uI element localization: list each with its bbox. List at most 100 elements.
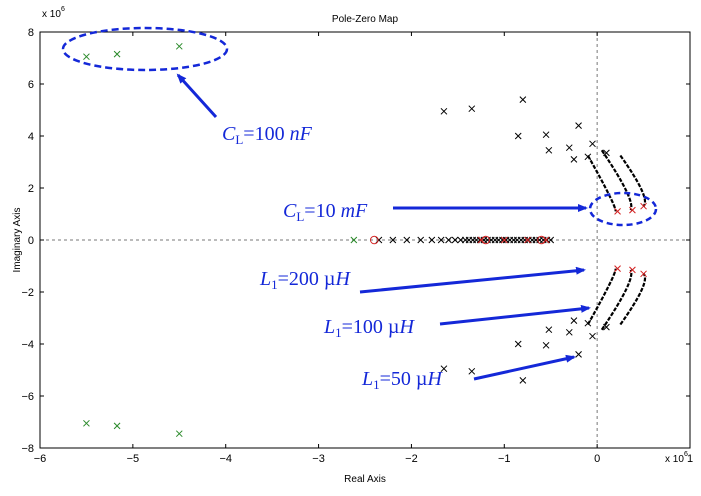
annotation-label-cl100n: CL=100 nF — [222, 123, 313, 147]
pole-marker — [640, 270, 647, 278]
pole-stroke — [403, 236, 411, 244]
pole-marker — [542, 341, 550, 349]
x-tick-label: 1 — [687, 453, 693, 465]
x-tick-label: −2 — [405, 453, 418, 465]
pole-marker — [575, 351, 582, 358]
pole-marker — [175, 42, 183, 50]
pole-marker — [589, 332, 596, 340]
annotation-unit: nF — [290, 123, 313, 145]
x-tick-label: −6 — [34, 453, 47, 465]
y-tick-label: 0 — [28, 235, 34, 247]
annotation-value: =10 — [304, 200, 340, 222]
pole-stroke — [113, 422, 121, 430]
pole-stroke — [565, 328, 573, 336]
pole-stroke — [629, 266, 636, 274]
annotation-unit: mF — [341, 200, 368, 222]
pole-stroke — [542, 131, 550, 139]
pole-locus-arc — [619, 154, 647, 207]
pole-marker — [629, 266, 636, 274]
pole-marker — [440, 107, 448, 115]
annotation-value: =100 — [243, 123, 289, 145]
pole-marker — [614, 265, 621, 272]
y-tick-label: 8 — [28, 27, 34, 39]
pole-marker — [640, 202, 647, 210]
pole-stroke — [584, 319, 592, 327]
pole-marker — [584, 319, 592, 327]
pole-stroke — [640, 202, 647, 210]
pole-stroke — [545, 326, 553, 334]
annotation-unit: H — [334, 268, 351, 290]
pole-marker — [542, 131, 550, 139]
pole-stroke — [575, 351, 582, 358]
pole-marker — [468, 367, 476, 375]
annotation-unit: H — [398, 316, 415, 338]
pole-marker — [603, 149, 610, 157]
pole-stroke — [477, 236, 485, 244]
pole-marker — [350, 236, 358, 244]
y-axis-multiplier-exponent: 6 — [61, 6, 65, 13]
pole-marker — [575, 122, 582, 129]
pole-stroke — [603, 323, 610, 331]
pole-stroke — [468, 105, 476, 113]
pole-stroke — [524, 236, 531, 244]
pole-stroke — [565, 144, 573, 152]
pole-marker — [570, 156, 578, 163]
annotation-label-l100: L1=100 µH — [323, 316, 415, 340]
annotation-value: =100 µ — [342, 316, 400, 338]
pole-marker — [403, 236, 411, 244]
pole-stroke — [417, 236, 425, 244]
pole-stroke — [519, 377, 527, 384]
pole-stroke — [440, 107, 448, 115]
pole-stroke — [514, 132, 522, 140]
arrow-l200 — [359, 266, 586, 294]
pole-marker — [629, 206, 636, 214]
pole-stroke — [603, 149, 610, 157]
pole-marker — [83, 419, 90, 427]
pole-marker — [440, 365, 448, 373]
pole-marker — [542, 236, 550, 244]
pole-stroke — [545, 146, 553, 154]
pole-marker — [389, 236, 397, 244]
y-tick-label: 6 — [28, 79, 34, 91]
pole-marker — [113, 50, 121, 58]
annotation-label-cl10m: CL=10 mF — [283, 200, 368, 224]
x-tick-label: −1 — [498, 453, 511, 465]
pole-marker — [428, 236, 436, 244]
pole-stroke — [375, 236, 383, 244]
y-axis-multiplier: x 10 — [42, 9, 61, 20]
annotation-value: =50 µ — [380, 368, 428, 390]
pole-locus-arc — [600, 149, 633, 211]
pole-marker — [477, 236, 485, 244]
annotation-symbol: L — [323, 316, 335, 338]
annotation-symbol: C — [283, 200, 297, 222]
pole-marker — [565, 144, 573, 152]
arrow-l100 — [439, 304, 591, 326]
pole-stroke — [428, 236, 436, 244]
pole-marker — [468, 105, 476, 113]
pole-stroke — [175, 42, 183, 50]
pole-stroke — [175, 430, 183, 438]
x-tick-label: 0 — [594, 453, 600, 465]
x-axis-label: Real Axis — [344, 474, 386, 485]
pole-locus-arc — [619, 273, 647, 326]
annotation-symbol: L — [361, 368, 373, 390]
pole-marker — [524, 236, 531, 244]
pole-stroke — [350, 236, 358, 244]
x-axis-multiplier: x 10 — [665, 454, 684, 465]
annotation-ellipse-cl100n — [61, 26, 229, 72]
pole-stroke — [113, 50, 121, 58]
zero-marker — [537, 235, 546, 245]
pole-marker — [589, 140, 596, 148]
annotation-unit: H — [426, 368, 443, 390]
pole-marker — [514, 340, 522, 348]
x-tick-label: −4 — [219, 453, 232, 465]
pole-marker — [417, 236, 425, 244]
pole-stroke — [514, 340, 522, 348]
pole-stroke — [542, 341, 550, 349]
pole-stroke — [589, 332, 596, 340]
pole-stroke — [445, 236, 452, 244]
pole-marker — [437, 236, 445, 244]
arrow-l50 — [473, 354, 576, 381]
pole-marker — [113, 422, 121, 430]
